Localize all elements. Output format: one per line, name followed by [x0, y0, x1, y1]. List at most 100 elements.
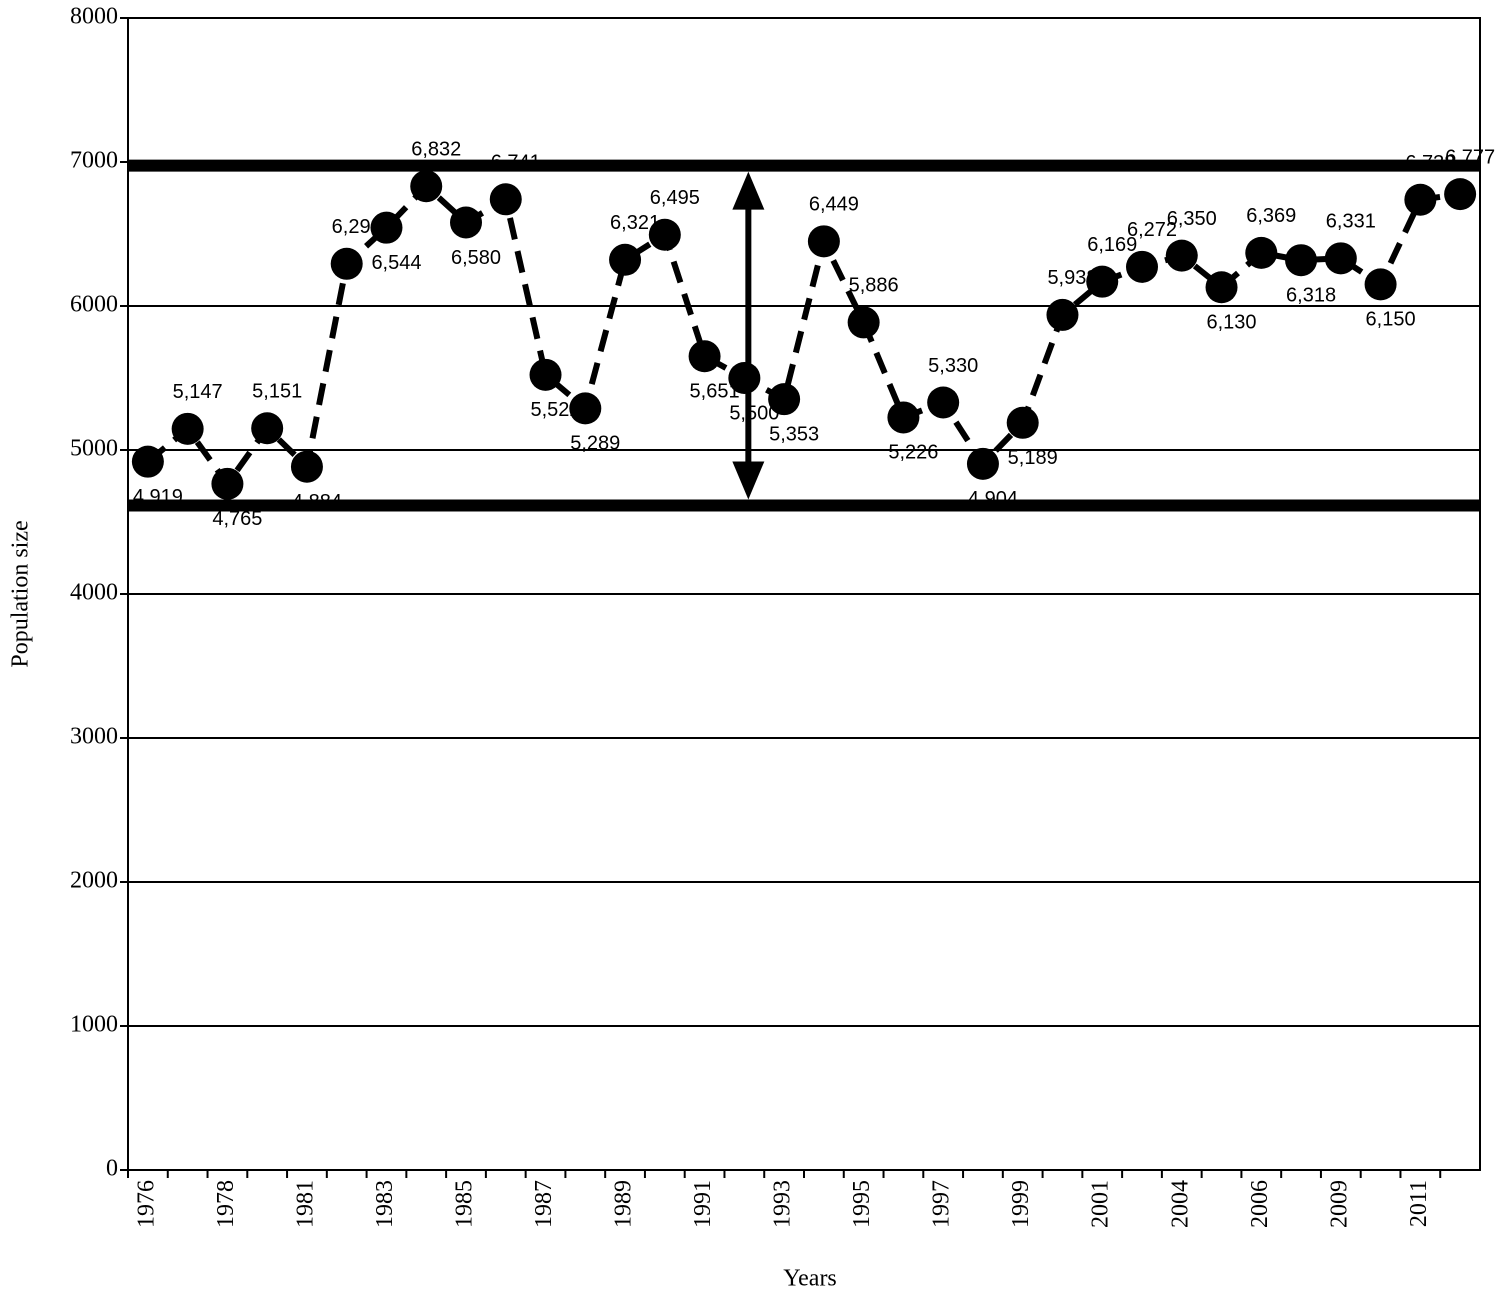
arrow-head: [732, 171, 765, 210]
y-tick-label: 7000: [70, 148, 118, 174]
x-tick-label: 1985: [452, 1180, 478, 1228]
x-tick-label: 2011: [1406, 1180, 1432, 1227]
data-point: [1006, 406, 1039, 439]
data-point: [847, 306, 880, 339]
data-point: [609, 243, 642, 276]
data-point: [1205, 271, 1238, 304]
data-label: 5,289: [570, 433, 620, 455]
data-point: [330, 247, 363, 280]
data-label: 5,353: [769, 423, 819, 445]
data-point: [887, 401, 920, 434]
x-tick-label: 1991: [690, 1180, 716, 1228]
x-tick-label: 2004: [1167, 1180, 1193, 1228]
x-tick-label: 1997: [929, 1180, 955, 1228]
data-point: [807, 225, 840, 258]
data-label: 5,886: [849, 275, 899, 297]
data-point: [131, 445, 164, 478]
data-point: [1245, 236, 1278, 269]
data-label: 5,522: [530, 399, 580, 421]
data-point: [728, 362, 761, 394]
data-label: 6,272: [1127, 219, 1177, 241]
data-label: 5,330: [928, 355, 978, 377]
x-tick-label: 1987: [531, 1180, 557, 1228]
data-label: 5,938: [1047, 267, 1097, 289]
data-point: [768, 383, 801, 416]
data-point: [1285, 244, 1318, 277]
data-point: [648, 218, 681, 251]
data-point: [1165, 239, 1198, 272]
x-tick-label: 1981: [292, 1180, 318, 1228]
data-point: [290, 450, 323, 483]
data-point: [1444, 178, 1477, 211]
x-tick-label: 2001: [1088, 1180, 1114, 1228]
data-point: [251, 412, 284, 445]
x-tick-label: 2009: [1326, 1180, 1352, 1228]
x-tick-label: 1999: [1008, 1180, 1034, 1228]
data-point: [529, 358, 562, 391]
data-point: [370, 211, 403, 244]
data-label: 6,777: [1445, 146, 1495, 168]
data-label: 6,150: [1366, 309, 1416, 331]
y-tick-label: 8000: [70, 4, 118, 30]
data-label: 5,500: [729, 402, 779, 424]
data-point: [569, 392, 602, 425]
x-tick-label: 1989: [611, 1180, 637, 1228]
data-label: 6,495: [650, 187, 700, 209]
data-label: 6,369: [1246, 205, 1296, 227]
data-label: 6,130: [1206, 312, 1256, 334]
data-point: [688, 340, 721, 373]
data-point: [1046, 298, 1079, 331]
x-tick-label: 1976: [133, 1180, 159, 1228]
data-label: 6,318: [1286, 284, 1336, 306]
data-label: 6,331: [1326, 211, 1376, 233]
y-tick-label: 5000: [70, 436, 118, 462]
y-tick-label: 1000: [70, 1012, 118, 1038]
x-axis-title: Years: [783, 1266, 837, 1292]
y-tick-label: 3000: [70, 724, 118, 750]
data-label: 6,580: [451, 247, 501, 269]
y-axis-title: Population size: [8, 520, 34, 667]
data-label: 5,189: [1008, 447, 1058, 469]
data-label: 6,293: [332, 216, 382, 238]
data-point: [1126, 250, 1158, 283]
y-tick-label: 2000: [70, 868, 118, 894]
data-label: 6,832: [411, 138, 461, 160]
data-point: [1364, 268, 1397, 301]
data-label: 4,765: [212, 508, 262, 530]
data-label: 4,904: [968, 488, 1018, 510]
data-label: 6,544: [371, 252, 421, 274]
data-point: [1404, 183, 1437, 216]
data-label: 6,741: [491, 152, 541, 174]
data-point: [410, 170, 443, 203]
data-label: 6,350: [1167, 208, 1217, 230]
data-point: [966, 447, 999, 480]
data-point: [927, 386, 960, 419]
x-tick-label: 1983: [372, 1180, 398, 1228]
data-label: 4,919: [133, 486, 183, 508]
arrow-head: [732, 461, 765, 500]
x-tick-label: 1995: [849, 1180, 875, 1228]
data-label: 5,147: [173, 381, 223, 403]
data-label: 5,226: [888, 442, 938, 464]
x-tick-label: 2006: [1247, 1180, 1273, 1228]
data-point: [489, 183, 522, 216]
data-point: [450, 206, 482, 239]
y-tick-label: 0: [106, 1156, 118, 1182]
data-label: 6,321: [610, 212, 660, 234]
data-point: [211, 467, 244, 500]
x-tick-label: 1993: [770, 1180, 796, 1228]
data-point: [1324, 242, 1357, 275]
data-label: 6,169: [1087, 234, 1137, 256]
data-point: [171, 412, 204, 445]
x-tick-label: 1978: [213, 1180, 239, 1228]
data-label: 5,151: [252, 381, 302, 403]
data-label: 6,738: [1405, 152, 1455, 174]
data-label: 6,449: [809, 194, 859, 216]
data-label: 5,651: [690, 381, 740, 403]
data-point: [1086, 265, 1119, 298]
data-line: [145, 182, 1461, 489]
y-tick-label: 6000: [70, 292, 118, 318]
data-label: 4,884: [292, 491, 342, 513]
y-tick-label: 4000: [70, 580, 118, 606]
